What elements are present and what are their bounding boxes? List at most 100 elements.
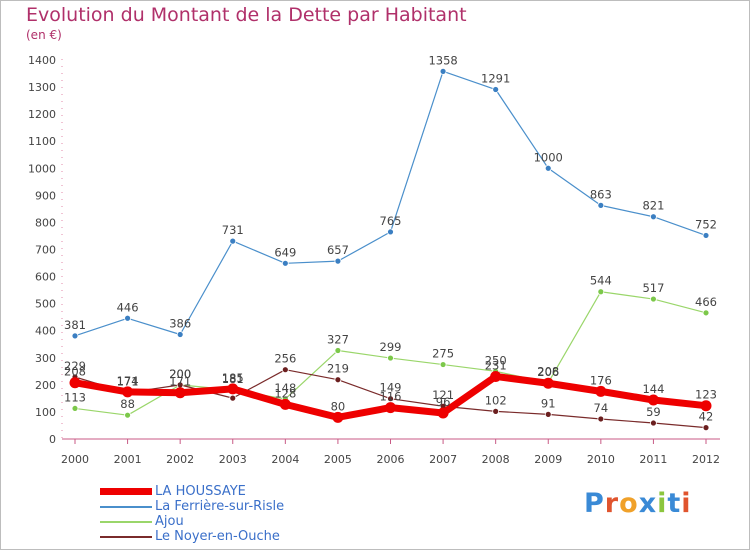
- data-label-ajou: 275: [432, 347, 454, 361]
- x-tick-label: 2005: [324, 453, 352, 466]
- data-point-ajou: [702, 309, 710, 317]
- data-label-la-houssaye: 208: [64, 365, 86, 379]
- y-tick-label: 1000: [28, 162, 56, 175]
- y-tick-label: 500: [35, 298, 56, 311]
- data-label-ajou: 113: [64, 390, 86, 404]
- data-label-la-houssaye: 206: [537, 365, 559, 379]
- data-point-la-ferri-re-sur-risle: [387, 228, 394, 236]
- chart-title: Evolution du Montant de la Dette par Hab…: [26, 4, 467, 26]
- legend-item: Ajou: [100, 514, 360, 529]
- data-label-le-noyer-en-ouche: 219: [327, 362, 349, 376]
- data-point-la-ferri-re-sur-risle: [281, 259, 289, 267]
- logo-letter: x: [638, 488, 658, 519]
- data-point-le-noyer-en-ouche: [492, 407, 500, 415]
- data-point-la-ferri-re-sur-risle: [650, 213, 657, 221]
- y-tick-label: 900: [35, 189, 56, 202]
- data-point-la-houssaye: [647, 394, 659, 406]
- data-label-la-ferri-re-sur-risle: 381: [64, 318, 86, 332]
- data-label-ajou: 148: [274, 381, 296, 395]
- data-label-la-ferri-re-sur-risle: 1358: [428, 53, 457, 67]
- data-point-la-ferri-re-sur-risle: [439, 67, 447, 75]
- data-label-la-houssaye: 185: [222, 371, 244, 385]
- legend-item: La Ferrière-sur-Risle: [100, 499, 360, 514]
- data-label-le-noyer-en-ouche: 171: [117, 375, 139, 389]
- logo-letter: r: [604, 488, 620, 519]
- legend-label: Le Noyer-en-Ouche: [155, 529, 280, 544]
- y-tick-label: 1100: [28, 135, 56, 148]
- data-point-la-houssaye: [227, 383, 239, 395]
- data-point-la-houssaye: [332, 411, 344, 423]
- logo-letter: o: [619, 488, 639, 519]
- data-label-la-ferri-re-sur-risle: 863: [590, 187, 612, 201]
- data-label-la-houssaye: 123: [695, 388, 717, 402]
- data-point-ajou: [124, 411, 131, 419]
- data-label-la-houssaye: 176: [590, 373, 612, 387]
- data-point-la-houssaye: [279, 398, 291, 410]
- data-point-la-ferri-re-sur-risle: [124, 314, 131, 322]
- x-tick-label: 2010: [587, 453, 615, 466]
- data-point-la-ferri-re-sur-risle: [176, 331, 184, 338]
- data-label-le-noyer-en-ouche: 42: [699, 410, 714, 424]
- x-tick-label: 2008: [482, 453, 510, 466]
- data-label-la-ferri-re-sur-risle: 765: [380, 214, 402, 228]
- chart-legend: LA HOUSSAYE La Ferrière-sur-Risle Ajou Le N…: [100, 484, 360, 544]
- data-label-la-houssaye: 231: [485, 358, 507, 372]
- x-tick-label: 2009: [534, 453, 562, 466]
- x-tick-label: 2002: [166, 453, 194, 466]
- data-label-ajou: 208: [537, 365, 559, 379]
- legend-swatch: [100, 506, 152, 508]
- data-point-la-ferri-re-sur-risle: [702, 232, 710, 239]
- legend-item: LA HOUSSAYE: [100, 484, 360, 499]
- legend-item: Le Noyer-en-Ouche: [100, 529, 360, 544]
- y-tick-label: 200: [35, 379, 56, 392]
- legend-label: Ajou: [155, 514, 184, 529]
- chart-unit-label: (en €): [26, 28, 62, 42]
- data-label-ajou: 88: [120, 397, 135, 411]
- data-label-ajou: 544: [590, 274, 612, 288]
- data-label-la-ferri-re-sur-risle: 446: [117, 300, 139, 314]
- data-point-la-ferri-re-sur-risle: [229, 237, 237, 245]
- x-tick-label: 2003: [219, 453, 247, 466]
- data-label-la-ferri-re-sur-risle: 821: [642, 199, 664, 213]
- logo-letter: i: [657, 488, 668, 519]
- legend-swatch: [100, 488, 152, 495]
- data-point-la-houssaye: [700, 400, 712, 412]
- data-label-le-noyer-en-ouche: 256: [274, 352, 296, 366]
- x-tick-label: 2006: [377, 453, 405, 466]
- data-label-ajou: 200: [169, 367, 191, 381]
- y-tick-label: 700: [35, 244, 56, 257]
- data-label-le-noyer-en-ouche: 102: [485, 393, 507, 407]
- data-point-ajou: [597, 288, 605, 296]
- data-label-la-ferri-re-sur-risle: 1000: [534, 150, 563, 164]
- data-label-ajou: 466: [695, 295, 717, 309]
- data-label-ajou: 181: [222, 372, 244, 386]
- data-label-ajou: 517: [642, 281, 664, 295]
- data-point-la-houssaye: [595, 385, 607, 397]
- data-label-la-ferri-re-sur-risle: 657: [327, 243, 349, 257]
- data-point-le-noyer-en-ouche: [650, 419, 657, 427]
- data-label-le-noyer-en-ouche: 200: [169, 367, 191, 381]
- data-label-la-houssaye: 171: [169, 375, 191, 389]
- data-point-ajou: [439, 361, 447, 368]
- data-point-le-noyer-en-ouche: [702, 424, 710, 432]
- x-tick-label: 2012: [692, 453, 720, 466]
- proxiti-logo: Proxiti: [584, 488, 692, 519]
- logo-letter: i: [681, 488, 692, 519]
- series-line-la-ferri-re-sur-risle: [74, 70, 707, 337]
- data-point-le-noyer-en-ouche: [387, 395, 394, 403]
- data-point-le-noyer-en-ouche: [229, 394, 237, 402]
- logo-letter: t: [667, 488, 682, 519]
- legend-swatch: [100, 521, 152, 523]
- data-label-la-houssaye: 80: [331, 399, 346, 413]
- data-point-ajou: [387, 354, 394, 362]
- data-point-le-noyer-en-ouche: [544, 410, 552, 418]
- legend-swatch: [100, 536, 152, 538]
- y-tick-label: 0: [49, 433, 56, 446]
- data-label-le-noyer-en-ouche: 229: [64, 359, 86, 373]
- y-tick-label: 100: [35, 406, 56, 419]
- data-label-le-noyer-en-ouche: 91: [541, 396, 556, 410]
- y-tick-label: 800: [35, 216, 56, 229]
- data-point-la-houssaye: [437, 407, 449, 419]
- y-tick-label: 400: [35, 325, 56, 338]
